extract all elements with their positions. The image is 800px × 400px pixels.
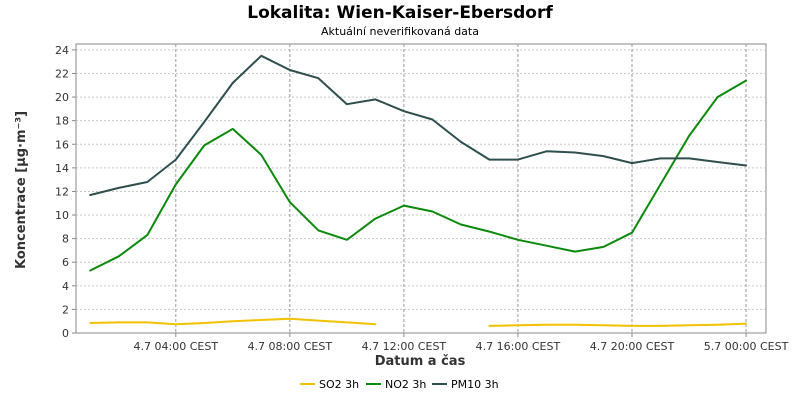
legend-label-pm10: PM10 3h — [451, 378, 499, 391]
y-tick-label: 10 — [55, 209, 69, 222]
y-tick-label: 24 — [55, 44, 69, 57]
series-line-pm10 — [89, 54, 747, 196]
chart-subtitle: Aktuální neverifikovaná data — [321, 25, 479, 38]
legend: SO2 3h NO2 3h PM10 3h — [300, 378, 499, 391]
y-tick-label: 22 — [55, 67, 69, 80]
x-tick-label: 4.7 04:00 CEST — [134, 340, 219, 353]
x-tick-label: 4.7 08:00 CEST — [248, 340, 333, 353]
x-tick-label: 4.7 12:00 CEST — [362, 340, 447, 353]
y-tick-label: 8 — [62, 233, 69, 246]
legend-label-so2: SO2 3h — [319, 378, 359, 391]
x-tick-label: 5.7 00:00 CEST — [704, 340, 789, 353]
x-tick-label: 4.7 16:00 CEST — [476, 340, 561, 353]
plot-area — [75, 43, 767, 334]
chart-title: Lokalita: Wien-Kaiser-Ebersdorf — [247, 3, 553, 23]
y-tick-label: 12 — [55, 185, 69, 198]
x-tick-label: 4.7 20:00 CEST — [590, 340, 675, 353]
series-line-no2 — [89, 79, 747, 272]
y-tick-label: 14 — [55, 162, 69, 175]
y-tick-label: 4 — [62, 280, 69, 293]
y-tick-label: 0 — [62, 327, 69, 340]
y-axis-title: Koncentrace [µg·m⁻³] — [14, 111, 29, 269]
legend-label-no2: NO2 3h — [385, 378, 426, 391]
series-line-so2 — [488, 322, 747, 327]
y-tick-label: 18 — [55, 115, 69, 128]
y-tick-label: 6 — [62, 256, 69, 269]
y-tick-label: 2 — [62, 303, 69, 316]
x-axis-title: Datum a čas — [375, 354, 466, 369]
series-line-so2 — [89, 317, 377, 326]
y-tick-label: 20 — [55, 91, 69, 104]
y-tick-label: 16 — [55, 138, 69, 151]
